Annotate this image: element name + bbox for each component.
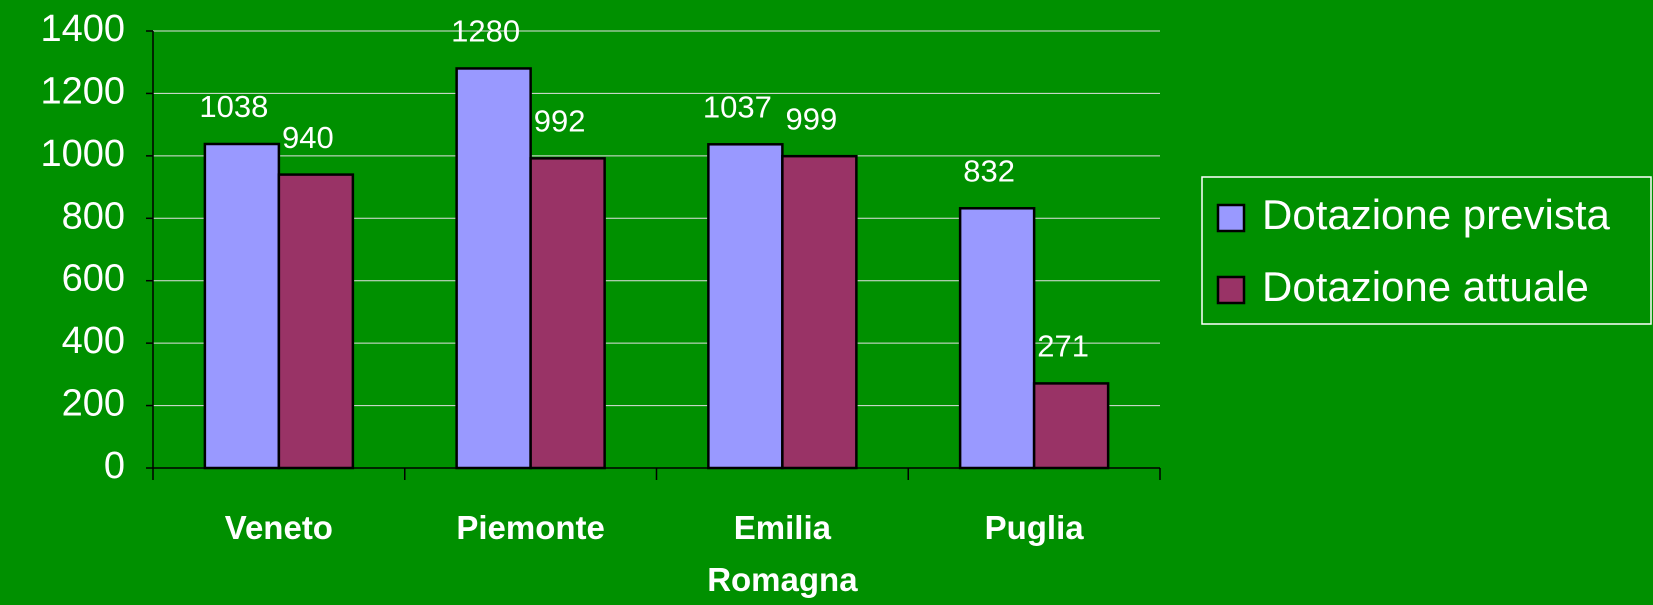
x-tick-label: Piemonte [456, 509, 605, 546]
y-tick-label: 800 [62, 195, 125, 237]
bar [1032, 382, 1110, 470]
y-tick-label: 1200 [40, 70, 125, 112]
data-label: 992 [534, 104, 586, 139]
bar [958, 207, 1036, 470]
x-tick-label: Puglia [985, 509, 1085, 546]
bar [277, 173, 355, 470]
bar [455, 67, 532, 470]
y-tick-label: 400 [62, 320, 125, 362]
legend-label: Dotazione attuale [1262, 263, 1589, 310]
x-tick-label: Emilia Romagna [707, 509, 858, 598]
data-label: 1038 [199, 89, 268, 124]
data-label: 271 [1037, 329, 1089, 364]
bar [707, 143, 784, 470]
bar [781, 154, 858, 470]
x-tick-label-line: Puglia [985, 509, 1085, 546]
legend-swatch [1216, 275, 1246, 305]
bar [529, 157, 606, 470]
y-tick-label: 200 [62, 383, 125, 425]
y-tick-label: 1000 [40, 133, 125, 175]
legend-label: Dotazione prevista [1262, 191, 1610, 238]
x-tick-label-line: Emilia [734, 509, 832, 546]
y-tick-label: 0 [104, 445, 125, 487]
legend-box [1201, 176, 1652, 325]
y-tick-label: 600 [62, 258, 125, 300]
data-label: 1037 [703, 89, 772, 124]
y-tick-label: 1400 [40, 8, 125, 50]
x-tick-label-line: Veneto [225, 509, 333, 546]
data-label: 940 [282, 120, 334, 155]
bar [203, 142, 281, 470]
x-tick-label-line: Piemonte [456, 509, 605, 546]
data-label: 999 [786, 101, 838, 136]
x-tick-label: Veneto [225, 509, 333, 546]
data-label: 832 [963, 153, 1015, 188]
legend-swatch [1216, 203, 1246, 233]
data-label: 1280 [451, 14, 520, 49]
x-tick-label-line: Romagna [707, 561, 858, 598]
